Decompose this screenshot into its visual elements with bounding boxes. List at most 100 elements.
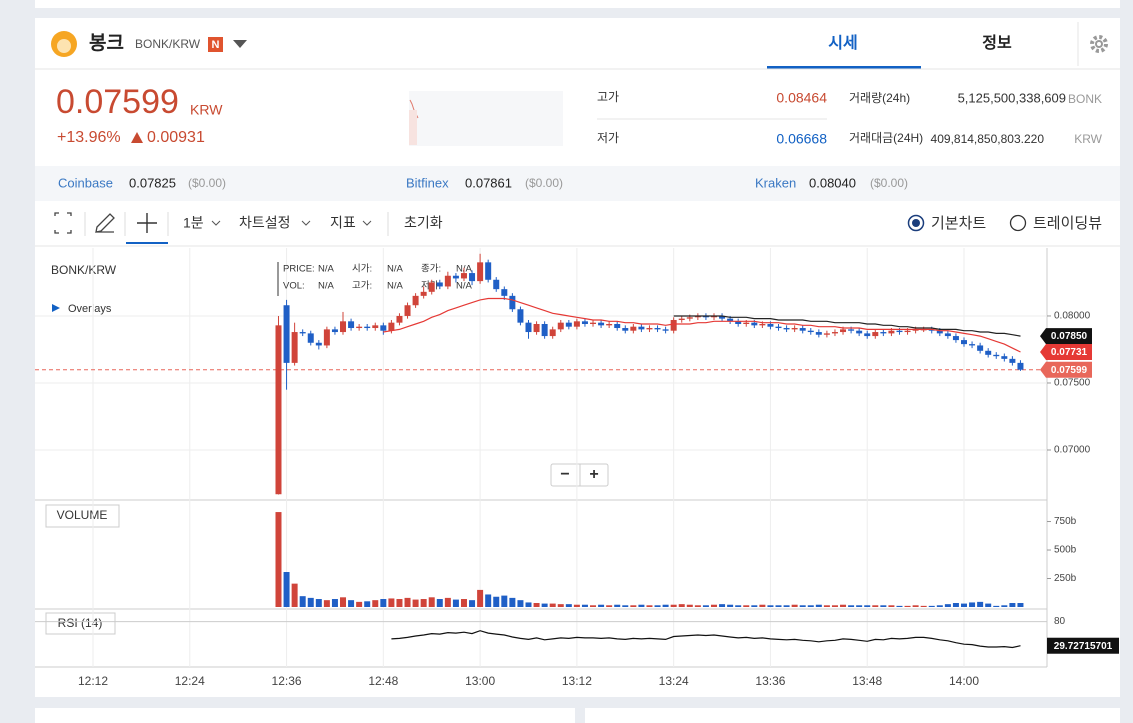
volume-bar [444, 597, 451, 607]
candle-body [323, 329, 330, 346]
volume-bar [590, 605, 597, 607]
rsi-badge [1047, 637, 1119, 654]
volume-bar [364, 601, 371, 607]
draw-icon[interactable] [95, 213, 115, 233]
candle-body [977, 345, 984, 351]
tab[interactable]: 정보 [982, 34, 1012, 52]
interval[interactable]: 1분 [183, 215, 204, 231]
badge [1040, 328, 1092, 345]
candle-body [952, 336, 959, 341]
dropdown-arrow[interactable] [233, 40, 247, 48]
candle-body [477, 262, 484, 282]
candle-body [872, 332, 879, 337]
volume-bar [630, 605, 637, 607]
rsi-label[interactable]: RSI (14) [58, 616, 103, 630]
radio[interactable] [1009, 214, 1027, 232]
indicators[interactable]: 지표 [330, 215, 356, 231]
volume-bar [767, 605, 774, 607]
gear-hole [1097, 42, 1101, 46]
volume-bar [840, 604, 847, 607]
volume-bar [1009, 603, 1016, 607]
volume-label[interactable]: VOLUME [57, 508, 108, 522]
candle-body [581, 321, 588, 325]
candle-body [823, 333, 830, 335]
volume-bar [670, 604, 677, 607]
overlays-label[interactable]: Overlays [68, 303, 112, 315]
badge-label: 0.07599 [1051, 365, 1088, 376]
candle-body [565, 322, 572, 327]
volume-bar [331, 599, 338, 607]
stat-value: 0.08464 [776, 90, 827, 106]
volume-bar [831, 605, 838, 607]
stat-label: 고가 [597, 90, 619, 104]
volume-tick-label: 750b [1054, 516, 1077, 527]
zoom-out[interactable]: − [560, 466, 569, 483]
candle-body [331, 329, 338, 333]
bottom-card [585, 708, 1120, 723]
chart: BONK/KRW Overlays − + VOLUME RSI (14) 12… [35, 248, 1119, 688]
view-option[interactable]: 트레이딩뷰 [1033, 215, 1102, 232]
candle-body [501, 289, 508, 296]
volume-bar [799, 605, 806, 607]
coin-logo-face [57, 39, 71, 53]
x-tick-label: 12:12 [78, 674, 108, 688]
crosshair-icon[interactable] [137, 213, 157, 233]
volume-bar [783, 605, 790, 607]
candle-body [1017, 362, 1024, 370]
stat-unit: KRW [1074, 132, 1102, 146]
volume-bar [396, 599, 403, 607]
rsi-line [391, 630, 1021, 649]
chevron [211, 220, 221, 226]
candle-body [444, 275, 451, 287]
candle-body [751, 322, 758, 326]
candle-body [993, 354, 1000, 357]
exchange-price: 0.08040 [809, 175, 856, 190]
candle-body [469, 273, 476, 282]
candle-body [694, 315, 701, 318]
volume-bar [936, 605, 943, 607]
zoom-in[interactable]: + [589, 466, 598, 483]
x-tick-label: 13:00 [465, 674, 495, 688]
legend-value: N/A [456, 281, 473, 292]
x-tick-label: 12:24 [175, 674, 205, 688]
candle-body [420, 291, 427, 296]
top-card [35, 0, 1120, 8]
candle-body [533, 324, 540, 333]
volume-bar [549, 603, 556, 607]
volume-bar [678, 604, 685, 607]
candle-body [815, 332, 822, 335]
fullscreen-icon[interactable] [54, 212, 72, 234]
badge [1040, 361, 1092, 378]
tab-underline [767, 66, 921, 69]
volume-bar [952, 603, 959, 607]
exchange-strip [35, 166, 1120, 201]
stat-label: 거래대금(24H) [849, 131, 923, 145]
view-option[interactable]: 기본차트 [931, 215, 986, 232]
candle-body [831, 332, 838, 334]
candle-body [557, 322, 564, 330]
candle-body [573, 321, 580, 327]
change-rate: +13.96% [57, 129, 121, 146]
coin-name: 봉크 [89, 32, 124, 54]
volume-bar [977, 601, 984, 607]
candle-body [936, 330, 943, 334]
chart-settings[interactable]: 차트설정 [239, 215, 291, 231]
volume-bar [573, 604, 580, 607]
volume-bar [493, 596, 500, 607]
settings-icon[interactable] [1090, 35, 1108, 53]
volume-bar [606, 605, 613, 607]
y-tick-label: 0.08000 [1054, 311, 1091, 322]
radio[interactable] [907, 214, 925, 232]
tab-active[interactable]: 시세 [828, 34, 857, 52]
legend-label: VOL: [283, 281, 305, 292]
exchange-price: 0.07825 [129, 175, 176, 190]
volume-bar [904, 605, 911, 607]
x-tick-label: 14:00 [949, 674, 979, 688]
volume-bar [759, 604, 766, 607]
candle-body [388, 322, 395, 331]
reset[interactable]: 초기화 [404, 215, 443, 231]
volume-bar [485, 594, 492, 607]
volume-bar [961, 603, 967, 607]
candle-body [719, 315, 726, 319]
